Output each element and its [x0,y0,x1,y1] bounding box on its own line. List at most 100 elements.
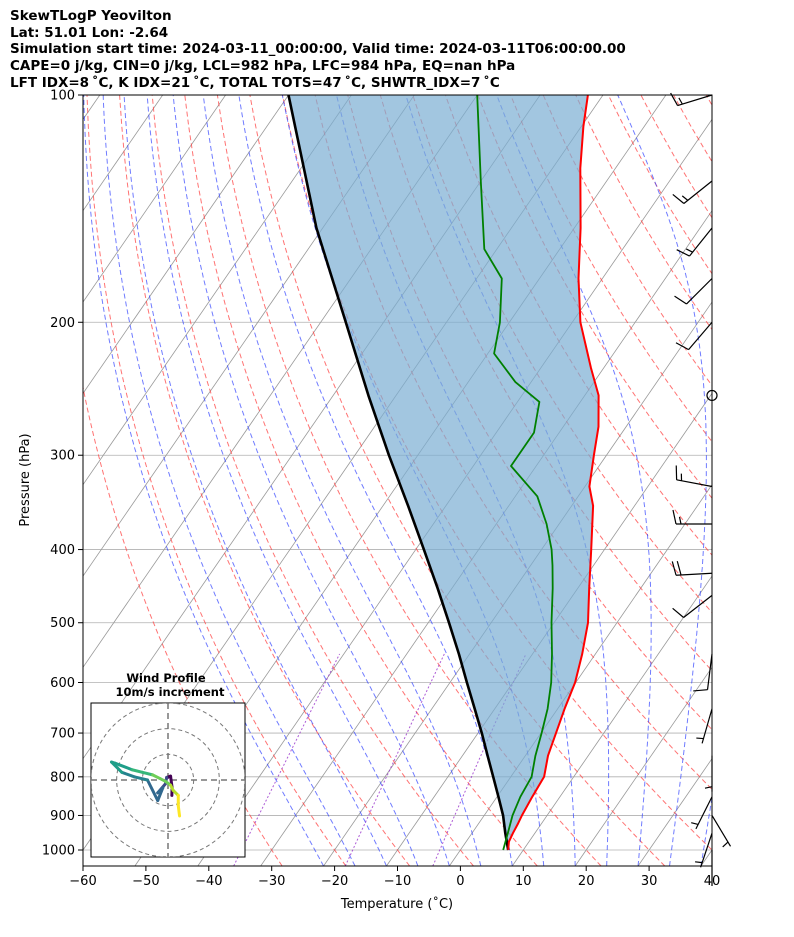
isotherm-gridline [700,849,712,866]
hodograph-segment [140,770,155,777]
dry-adiabat [673,95,712,163]
wind-barb-halfflag [685,248,693,253]
y-tick-label: 100 [50,89,75,104]
location-line: Lat: 51.01 Lon: -2.64 [10,24,169,41]
y-tick-label: 600 [50,676,75,691]
wind-barb [696,708,713,744]
chart-title: SkewTLogP Yeovilton [10,8,172,24]
dry-adiabat [86,95,347,866]
profiles [287,95,600,851]
wind-barb [674,278,713,305]
wind-barb [671,561,713,576]
instability-line: CAPE=0 j/kg, CIN=0 j/kg, LCL=982 hPa, LF… [10,58,516,75]
moist-adiabat [238,95,513,866]
y-axis-ticks: 100 200 300 400 500 600 700 800 900 1000 [42,89,83,859]
wind-barb-halfflag [722,841,729,848]
x-tick-label: −50 [132,874,159,889]
isotherm-gridline [83,95,352,486]
dry-adiabat [739,95,794,866]
mixing-ratio-line [233,653,341,866]
wind-barb-flag [672,509,677,525]
wind-barb-staff [676,479,713,488]
wind-barb-halfflag [691,822,699,826]
dry-adiabat [477,95,712,499]
y-tick-label: 400 [50,543,75,558]
y-axis-label: Pressure (hPa) [18,433,33,526]
moist-adiabat [202,95,482,866]
wind-barb-halfflag [678,516,682,525]
x-tick-label: −60 [69,874,96,889]
wind-barb-staff [706,653,713,690]
wind-barb [695,832,713,868]
moist-adiabat [83,95,325,866]
wind-barb-staff [683,594,713,618]
wind-barb-flag [675,342,689,351]
y-tick-label: 200 [50,316,75,331]
wind-barb [670,92,713,107]
moist-adiabat [172,95,450,866]
moist-adiabat [123,95,387,866]
wind-barb [704,755,713,792]
cin-cape-shading [288,95,599,850]
dry-adiabat [119,95,411,866]
x-tick-label: 10 [515,874,532,889]
wind-barb-halfflag [695,861,703,864]
y-tick-label: 500 [50,616,75,631]
temperature-line [507,95,600,851]
x-axis-label: Temperature (˚C) [340,896,453,912]
wind-barb [672,509,712,525]
x-tick-label: −40 [195,874,222,889]
x-tick-label: 20 [578,874,595,889]
hodograph-segment [133,775,149,782]
wind-barb-staff [676,572,713,576]
wind-barb-staff [711,815,732,847]
wind-barb-calm [706,389,718,402]
parcel-line [287,95,510,851]
wind-barb-halfflag [678,97,683,105]
moist-adiabat [102,95,356,866]
isotherm-gridline [574,666,712,866]
y-tick-label: 1000 [42,844,75,859]
wind-barb-flag [676,249,690,257]
moist-adiabat [732,95,794,866]
wind-barb [691,796,713,830]
wind-barb-halfflag [704,786,713,789]
hodograph-segment [113,761,134,772]
x-tick-label: −10 [384,874,411,889]
moist-adiabat [146,95,419,866]
wind-barb-staff [700,832,713,868]
wind-barb [672,594,713,618]
chart-header: SkewTLogP Yeovilton Lat: 51.01 Lon: -2.6… [10,8,626,92]
mixing-ratio-line [344,653,445,866]
x-tick-label: −20 [321,874,348,889]
x-tick-label: −30 [258,874,285,889]
y-tick-label: 900 [50,809,75,824]
moist-adiabat [700,794,712,866]
dry-adiabat [151,95,474,866]
wind-barbs [670,92,732,887]
y-tick-label: 700 [50,727,75,742]
x-tick-label: 0 [456,874,464,889]
y-tick-label: 800 [50,770,75,785]
inset-title: Wind Profile [126,671,206,685]
isotherm-gridline [83,95,226,303]
wind-barb-staff [677,94,713,107]
wind-barb-staff [686,278,713,305]
wind-barb-staff [688,321,713,351]
indices-line: LFT IDX=8 ˚C, K IDX=21 ˚C, TOTAL TOTS=47… [10,74,500,91]
wind-barb [672,180,713,204]
inset-subtitle: 10m/s increment [116,685,225,699]
wind-barb [675,321,713,351]
time-line: Simulation start time: 2024-03-11_00:00:… [10,41,626,58]
wind-barb-flag [672,193,685,204]
y-tick-label: 300 [50,449,75,464]
moist-adiabat [617,95,707,866]
wind-barb-flag [671,561,677,576]
dry-adiabat [705,95,712,107]
wind-barb-flag [672,607,684,618]
hodograph-segment [130,768,144,774]
hodograph-segment [120,770,137,779]
isotherm-gridline [83,95,289,395]
wind-barb-halfflag [681,195,689,201]
wind-barb [676,227,713,257]
